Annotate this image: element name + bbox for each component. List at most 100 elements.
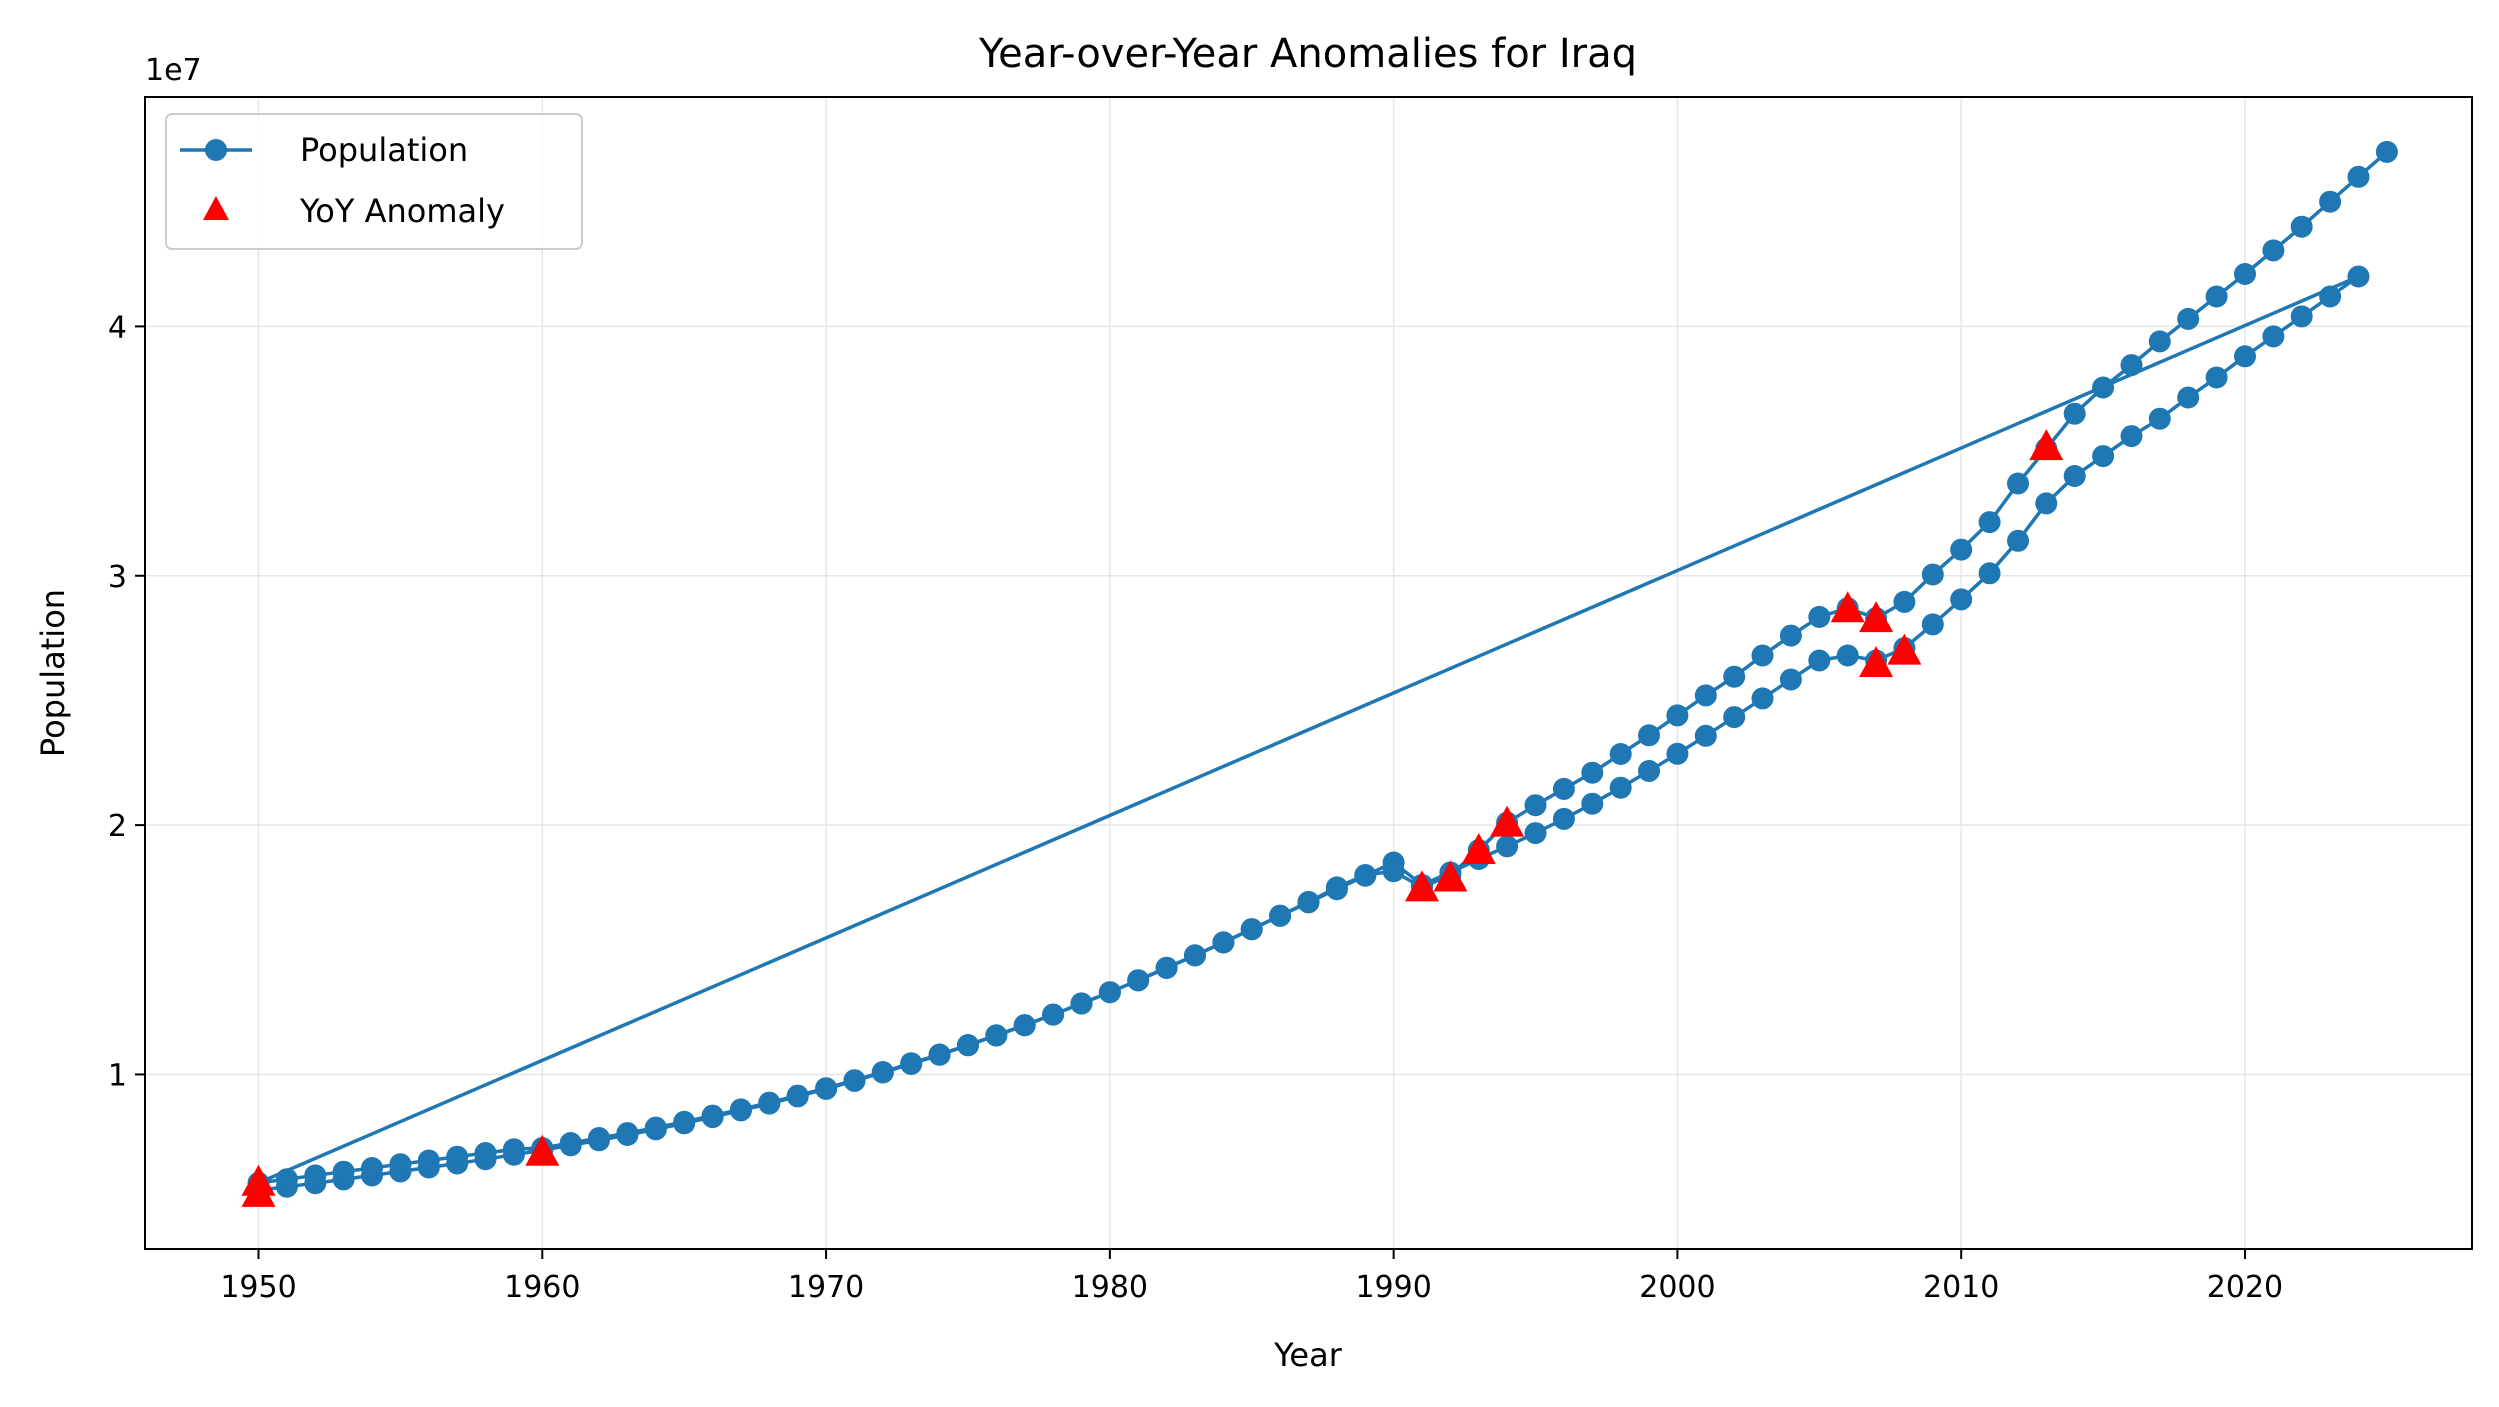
x-tick-label: 1970 — [788, 1270, 864, 1305]
population-point — [1496, 835, 1519, 858]
anomaly-marker — [1433, 860, 1468, 892]
legend-population-marker — [205, 139, 227, 161]
legend-anomaly-label: YoY Anomaly — [299, 192, 505, 230]
population-point — [2375, 140, 2398, 163]
population-point — [1921, 563, 1944, 586]
population-point — [1269, 904, 1292, 927]
population-point — [644, 1116, 667, 1139]
legend-population-label: Population — [300, 131, 468, 169]
population-point — [1155, 956, 1178, 979]
x-tick-label: 1960 — [504, 1270, 580, 1305]
population-point — [1751, 687, 1774, 710]
population-point — [1042, 1003, 1065, 1026]
x-tick-label: 1980 — [1072, 1270, 1148, 1305]
population-point — [2007, 472, 2029, 495]
anomaly-marker — [1490, 805, 1525, 837]
x-tick-label: 2000 — [1639, 1270, 1715, 1305]
population-point — [417, 1149, 440, 1172]
population-point — [2290, 215, 2313, 238]
population-point — [1325, 876, 1348, 899]
anomaly-marker — [2029, 429, 2064, 461]
population-point — [2347, 165, 2370, 188]
y-tick-label: 1 — [108, 1058, 127, 1093]
population-point — [2063, 465, 2086, 487]
population-point — [815, 1077, 838, 1100]
population-point — [701, 1104, 724, 1127]
population-point — [1581, 792, 1604, 815]
population-point — [957, 1034, 979, 1056]
x-tick-label: 2020 — [2207, 1270, 2283, 1305]
legend-box — [165, 113, 583, 250]
population-point — [2262, 239, 2285, 262]
population-point — [1552, 807, 1575, 830]
population-point — [1978, 562, 2001, 585]
population-point — [2177, 386, 2200, 409]
y-offset-label: 1e7 — [145, 53, 202, 88]
population-point — [1524, 822, 1547, 845]
population-point — [1751, 644, 1774, 667]
x-tick-label: 2010 — [1923, 1270, 1999, 1305]
legend-anomaly-marker — [203, 196, 229, 220]
markers — [241, 140, 2398, 1207]
population-point — [2177, 307, 2200, 330]
population-point — [2262, 325, 2285, 348]
population-point — [2319, 190, 2342, 213]
population-point — [1808, 649, 1831, 672]
population-point — [1921, 613, 1944, 636]
anomaly-marker — [1887, 633, 1922, 665]
population-point — [1609, 743, 1632, 765]
chart-title: Year-over-Year Anomalies for Iraq — [978, 31, 1637, 77]
population-point — [1382, 860, 1405, 883]
population-point — [1978, 511, 2001, 534]
population-point — [1950, 538, 1973, 561]
population-point — [1694, 724, 1717, 747]
population-point — [786, 1084, 809, 1107]
population-point — [1836, 644, 1859, 667]
population-point — [446, 1145, 469, 1168]
y-tick-label: 2 — [108, 809, 127, 844]
population-point — [1950, 588, 1973, 611]
population-point — [275, 1168, 298, 1191]
population-point — [588, 1127, 610, 1149]
population-point — [361, 1157, 383, 1179]
population-point — [1779, 668, 1802, 691]
ticks: 1950 1960 1970 1980 1990 2000 2010 2020 1 2 3 4 — [108, 310, 2283, 1305]
y-tick-label: 4 — [108, 310, 127, 345]
population-point — [1184, 944, 1206, 967]
anomaly-marker — [241, 1164, 276, 1196]
population-point — [1723, 706, 1746, 729]
y-axis-label: Population — [34, 589, 72, 757]
population-point — [389, 1153, 412, 1176]
population-point — [2319, 285, 2342, 308]
population-point — [758, 1091, 781, 1114]
population-point — [1638, 724, 1660, 747]
population-point — [2148, 407, 2171, 430]
population-point — [616, 1122, 639, 1145]
population-point — [1240, 918, 1263, 941]
population-point — [2007, 529, 2029, 552]
population-point — [1297, 890, 1320, 913]
population-point — [729, 1098, 752, 1121]
population-point — [1666, 742, 1689, 765]
grid — [145, 97, 2472, 1249]
population-point — [2205, 285, 2228, 308]
population-point — [1098, 981, 1121, 1004]
population-point — [304, 1164, 327, 1187]
population-point — [559, 1132, 582, 1154]
population-point — [843, 1069, 866, 1092]
population-point — [2205, 366, 2228, 389]
population-point — [1638, 760, 1660, 782]
anomaly-marker — [1405, 870, 1439, 902]
population-point — [900, 1052, 923, 1075]
population-point — [1013, 1014, 1036, 1037]
population-point — [2120, 425, 2143, 448]
population-point — [673, 1110, 696, 1133]
population-point — [2347, 265, 2370, 288]
population-point — [1127, 969, 1150, 992]
population-point — [2063, 402, 2086, 425]
population-point — [1552, 777, 1575, 800]
population-point — [2120, 354, 2143, 377]
y-tick-label: 3 — [108, 560, 127, 595]
population-point — [871, 1061, 894, 1083]
